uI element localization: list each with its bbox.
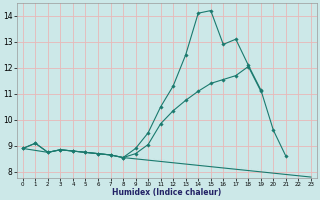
X-axis label: Humidex (Indice chaleur): Humidex (Indice chaleur) [112,188,221,197]
